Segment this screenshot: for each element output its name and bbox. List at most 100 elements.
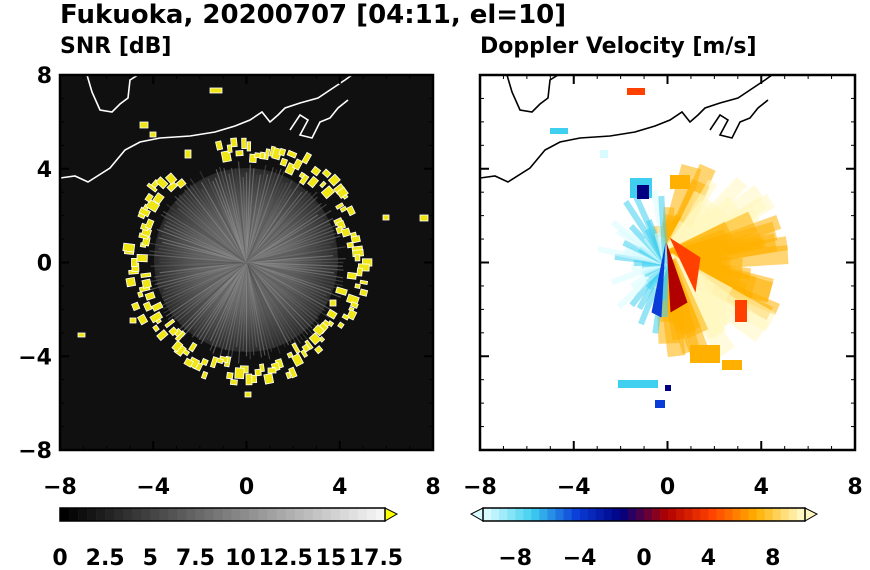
snr-echo-cell <box>307 175 320 189</box>
snr-colorbar-cell <box>240 508 250 521</box>
snr-streak <box>178 194 247 263</box>
snr-echo-ring <box>122 137 373 386</box>
snr-echo-cell <box>139 121 149 129</box>
snr-streak <box>245 262 273 352</box>
snr-echo-cell <box>156 329 169 342</box>
snr-echo-cell <box>286 149 298 159</box>
snr-streak <box>245 262 251 360</box>
snr-streak <box>246 261 326 312</box>
snr-echo-cell <box>183 357 195 368</box>
doppler-colorbar-extend-min <box>469 507 484 522</box>
snr-echo-cell <box>286 351 294 359</box>
doppler-colorbar-cell <box>692 508 701 521</box>
snr-streak <box>165 262 247 317</box>
doppler-colorbar-cell <box>772 508 782 521</box>
snr-streak <box>246 261 344 287</box>
doppler-colorbar-cell <box>619 508 629 521</box>
snr-streak <box>246 262 308 340</box>
snr-streak <box>246 261 344 271</box>
snr-echo-cell <box>319 180 327 189</box>
snr-colorbar-tick-label: 0 <box>52 546 67 570</box>
snr-streak <box>246 261 344 279</box>
snr-colorbar-tick-label: 12.5 <box>259 546 313 570</box>
snr-streak <box>246 235 341 264</box>
snr-streak <box>148 261 247 283</box>
snr-echo-cell <box>164 318 176 329</box>
snr-echo-cell <box>137 290 144 298</box>
snr-colorbar-cell <box>123 508 133 521</box>
snr-xtick-label: 4 <box>332 475 347 500</box>
snr-echo-cell <box>345 205 356 217</box>
snr-colorbar-cell <box>294 508 305 521</box>
snr-streak <box>246 262 319 320</box>
snr-colorbar-cell <box>213 508 223 521</box>
snr-streak <box>246 192 312 263</box>
snr-xtick-label: −8 <box>43 475 77 500</box>
doppler-colorbar-cell <box>708 508 717 521</box>
snr-colorbar-cell <box>321 508 332 521</box>
snr-colorbar-cell <box>303 508 314 521</box>
snr-colorbar-cell <box>285 508 296 521</box>
doppler-colorbar-cell <box>499 508 508 521</box>
snr-echo-cell <box>155 176 169 190</box>
snr-echo-cell <box>346 241 355 249</box>
snr-streak <box>246 222 342 264</box>
snr-echo-cell <box>244 391 252 398</box>
snr-colorbar-tick-label: 10 <box>225 546 256 570</box>
snr-streak <box>245 164 251 263</box>
snr-streak <box>245 180 293 263</box>
snr-streak <box>149 250 247 264</box>
snr-streak <box>246 191 318 263</box>
doppler-colorbar-cell <box>627 508 637 521</box>
snr-streak <box>245 164 267 263</box>
snr-streak <box>246 261 339 289</box>
snr-colorbar-cell <box>330 508 341 521</box>
snr-echo-cell <box>226 371 234 380</box>
snr-echo-cell <box>125 276 137 288</box>
snr-streak <box>245 262 266 356</box>
snr-colorbar-cell <box>339 508 350 521</box>
snr-colorbar-cell <box>348 508 359 521</box>
snr-streak <box>246 223 331 264</box>
snr-echo-cell <box>209 87 223 94</box>
snr-colorbar-cell <box>231 508 241 521</box>
snr-echo-cell <box>77 332 86 338</box>
doppler-colorbar-cell <box>788 508 798 521</box>
snr-echo-cell <box>140 272 152 279</box>
snr-echo-cell <box>308 332 322 346</box>
snr-streak <box>246 182 301 263</box>
snr-streak <box>246 262 302 344</box>
snr-echo-cell <box>335 225 344 235</box>
snr-streak <box>199 170 248 263</box>
snr-streak <box>160 214 247 264</box>
snr-echo-cell <box>359 279 369 286</box>
snr-streak <box>246 217 334 264</box>
doppler-colorbar-extend-max <box>804 507 819 522</box>
snr-panel-title: SNR [dB] <box>60 34 172 59</box>
doppler-colorbar-cell <box>764 508 774 521</box>
snr-echo-cell <box>175 178 187 189</box>
snr-echo-cell <box>301 151 313 165</box>
snr-echo-cell <box>229 379 238 386</box>
snr-colorbar-cell <box>141 508 151 521</box>
snr-colorbar-cell <box>375 508 386 521</box>
snr-ytick-label: 0 <box>37 252 52 277</box>
snr-streak <box>146 242 247 264</box>
snr-colorbar-frame <box>59 507 386 522</box>
snr-streak <box>147 261 247 291</box>
snr-streak <box>246 210 332 264</box>
snr-colorbar-cell <box>87 508 97 521</box>
snr-echo-cell <box>144 192 154 203</box>
doppler-echo-fragment <box>600 150 608 158</box>
snr-streak <box>174 195 247 263</box>
snr-colorbar-tick-label: 17.5 <box>349 546 403 570</box>
snr-echo-cell <box>335 286 348 296</box>
snr-echo-cell <box>346 271 357 280</box>
snr-streak <box>223 167 248 263</box>
doppler-colorbar-cell <box>595 508 605 521</box>
doppler-red-core <box>666 242 688 313</box>
snr-streak <box>178 262 247 331</box>
snr-echo-cell <box>151 301 164 312</box>
snr-streak <box>246 261 343 267</box>
snr-streak <box>215 169 248 263</box>
